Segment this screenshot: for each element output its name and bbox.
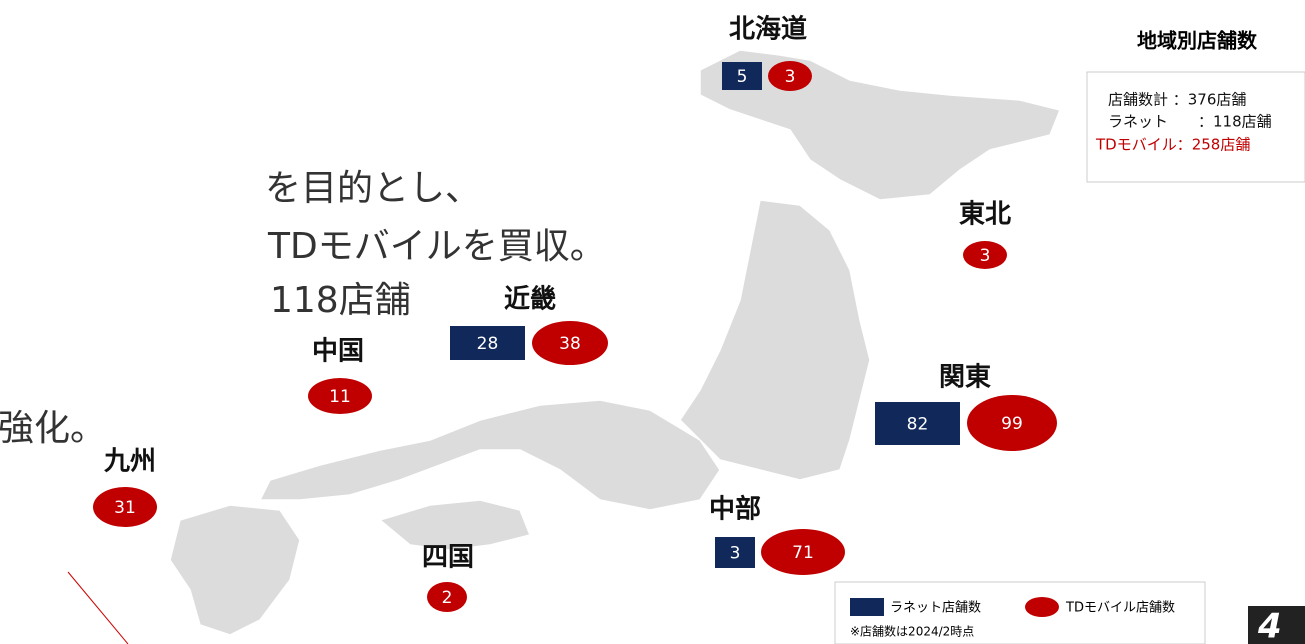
td-mobile-ellipse: [93, 487, 157, 527]
intro-line: TDモバイルを買収。: [267, 226, 606, 267]
summary-line: ラネット ：118店舗: [1108, 113, 1272, 131]
ranet-count: 28: [477, 334, 499, 354]
td-mobile-ellipse: [308, 378, 372, 414]
ranet-box: [450, 326, 525, 360]
intro-line: 118店舗: [270, 280, 411, 321]
ranet-count: 3: [730, 544, 741, 564]
td-mobile-count: 99: [1001, 414, 1023, 434]
page-number: 4: [1257, 607, 1282, 644]
intro-line: を目的とし、: [265, 168, 481, 209]
region-name: 関東: [939, 363, 991, 393]
td-mobile-count: 31: [114, 498, 136, 518]
summary-box: [1086, 71, 1305, 183]
td-mobile-count: 3: [785, 67, 796, 87]
legend-box: [834, 581, 1206, 644]
td-mobile-ellipse: [963, 241, 1007, 269]
ranet-count: 5: [737, 67, 748, 87]
ranet-box: [875, 402, 960, 445]
ranet-count: 82: [907, 415, 929, 435]
td-mobile-count: 38: [559, 334, 581, 354]
region-name: 東北: [959, 200, 1011, 230]
td-mobile-ellipse: [427, 582, 467, 612]
td-mobile-count: 3: [980, 246, 991, 266]
region-name: 北海道: [729, 14, 807, 45]
summary-line: TDモバイル：258店舗: [1095, 136, 1250, 154]
intro-line: 強化。: [0, 408, 106, 449]
region-name: 近畿: [504, 285, 556, 315]
td-mobile-count: 71: [792, 543, 814, 563]
region-name: 四国: [422, 543, 474, 573]
region-name: 中部: [709, 495, 761, 525]
ranet-box: [715, 537, 755, 568]
legend-swatch: [850, 598, 884, 616]
td-mobile-ellipse: [532, 321, 608, 365]
legend-swatch: [1025, 597, 1059, 617]
page-number-box: [1248, 606, 1305, 644]
legend-note: ※店舗数は2024/2時点: [850, 624, 974, 639]
ranet-box: [722, 62, 762, 90]
summary-line: 店舗数計 ：376店舗: [1108, 91, 1246, 109]
region-name: 九州: [103, 447, 156, 477]
td-mobile-ellipse: [967, 395, 1057, 451]
legend-label: TDモバイル店舗数: [1065, 601, 1175, 616]
td-mobile-ellipse: [761, 529, 845, 575]
summary-title: 地域別店舗数: [1137, 29, 1258, 53]
legend-label: ラネット店舗数: [890, 601, 981, 616]
td-mobile-ellipse: [768, 61, 812, 91]
region-name: 中国: [312, 337, 364, 367]
td-mobile-count: 11: [329, 387, 351, 407]
td-mobile-count: 2: [442, 588, 453, 608]
